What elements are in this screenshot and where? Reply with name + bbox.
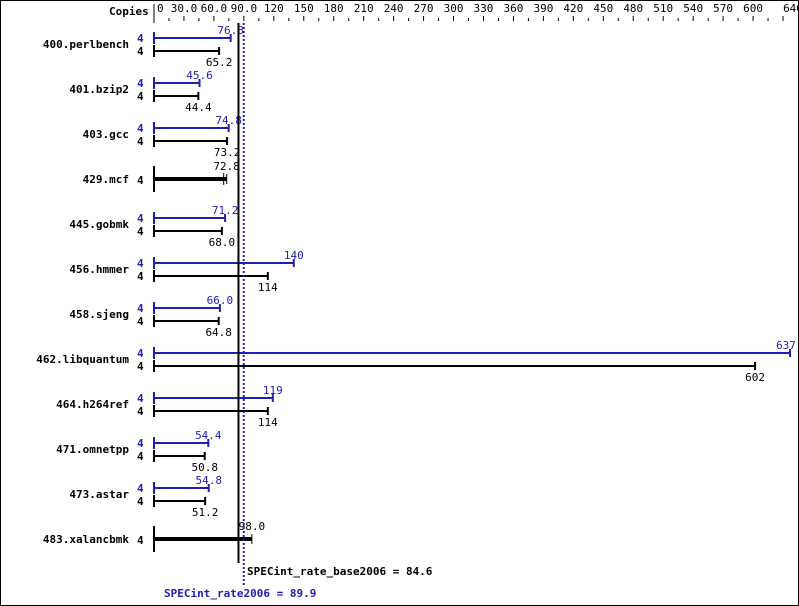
base-value-label: 50.8: [191, 461, 218, 474]
base-value-label: 44.4: [185, 101, 212, 114]
peak-copies: 4: [137, 122, 144, 135]
tick-label: 30.0: [171, 2, 198, 15]
benchmark-label: 471.omnetpp: [56, 443, 129, 456]
tick-label: 60.0: [201, 2, 228, 15]
tick-label: 0: [157, 2, 164, 15]
base-value-label: 64.8: [205, 326, 232, 339]
tick-label: 570: [713, 2, 733, 15]
tick-label: 180: [324, 2, 344, 15]
base-copies: 4: [137, 360, 144, 373]
benchmark-label: 462.libquantum: [36, 353, 129, 366]
tick-label: 330: [474, 2, 494, 15]
base-value-label: 73.2: [214, 146, 241, 159]
peak-summary-label: SPECint_rate2006 = 89.9: [164, 587, 316, 600]
base-bar: [154, 537, 252, 541]
copies-header: Copies: [109, 5, 149, 18]
base-copies: 4: [137, 450, 144, 463]
benchmark-label: 456.hmmer: [69, 263, 129, 276]
benchmark-label: 429.mcf: [83, 173, 129, 186]
base-value-label: 602: [745, 371, 765, 384]
benchmark-label: 403.gcc: [83, 128, 129, 141]
base-copies: 4: [137, 315, 144, 328]
benchmark-label: 473.astar: [69, 488, 129, 501]
base-value-label: 72.8: [213, 160, 240, 173]
base-copies: 4: [137, 45, 144, 58]
tick-label: 600: [743, 2, 763, 15]
base-copies: 4: [137, 174, 144, 187]
peak-value-label: 54.8: [195, 474, 222, 487]
peak-copies: 4: [137, 32, 144, 45]
tick-label: 480: [623, 2, 643, 15]
tick-label: 510: [653, 2, 673, 15]
tick-label: 300: [444, 2, 464, 15]
tick-label: 640: [783, 2, 798, 15]
base-copies: 4: [137, 534, 144, 547]
tick-label: 450: [593, 2, 613, 15]
base-value-label: 68.0: [209, 236, 236, 249]
tick-label: 420: [563, 2, 583, 15]
peak-value-label: 54.4: [195, 429, 222, 442]
tick-label: 210: [354, 2, 374, 15]
base-copies: 4: [137, 270, 144, 283]
base-value-label: 65.2: [206, 56, 233, 69]
benchmark-label: 464.h264ref: [56, 398, 129, 411]
base-copies: 4: [137, 135, 144, 148]
base-value-label: 114: [258, 416, 278, 429]
tick-label: 540: [683, 2, 703, 15]
peak-copies: 4: [137, 347, 144, 360]
benchmark-label: 445.gobmk: [69, 218, 129, 231]
peak-copies: 4: [137, 482, 144, 495]
benchmark-label: 401.bzip2: [69, 83, 129, 96]
base-value-label: 98.0: [239, 520, 266, 533]
peak-value-label: 119: [263, 384, 283, 397]
peak-value-label: 637: [776, 339, 796, 352]
base-copies: 4: [137, 495, 144, 508]
tick-label: 270: [414, 2, 434, 15]
peak-copies: 4: [137, 302, 144, 315]
tick-label: 390: [533, 2, 553, 15]
benchmark-label: 483.xalancbmk: [43, 533, 129, 546]
benchmark-label: 400.perlbench: [43, 38, 129, 51]
peak-value-label: 74.8: [215, 114, 242, 127]
base-copies: 4: [137, 225, 144, 238]
tick-label: 150: [294, 2, 314, 15]
peak-value-label: 140: [284, 249, 304, 262]
peak-copies: 4: [137, 212, 144, 225]
tick-label: 240: [384, 2, 404, 15]
peak-value-label: 45.6: [186, 69, 213, 82]
base-value-label: 114: [258, 281, 278, 294]
peak-copies: 4: [137, 257, 144, 270]
peak-copies: 4: [137, 77, 144, 90]
base-copies: 4: [137, 90, 144, 103]
base-value-label: 51.2: [192, 506, 219, 519]
peak-value-label: 71.2: [212, 204, 239, 217]
tick-label: 360: [504, 2, 524, 15]
benchmark-label: 458.sjeng: [69, 308, 129, 321]
peak-copies: 4: [137, 392, 144, 405]
base-copies: 4: [137, 405, 144, 418]
peak-value-label: 66.0: [207, 294, 234, 307]
base-summary-label: SPECint_rate_base2006 = 84.6: [247, 565, 433, 578]
peak-copies: 4: [137, 437, 144, 450]
base-bar: [154, 177, 227, 181]
tick-label: 90.0: [231, 2, 258, 15]
tick-label: 120: [264, 2, 284, 15]
peak-value-label: 76.8: [217, 24, 244, 37]
